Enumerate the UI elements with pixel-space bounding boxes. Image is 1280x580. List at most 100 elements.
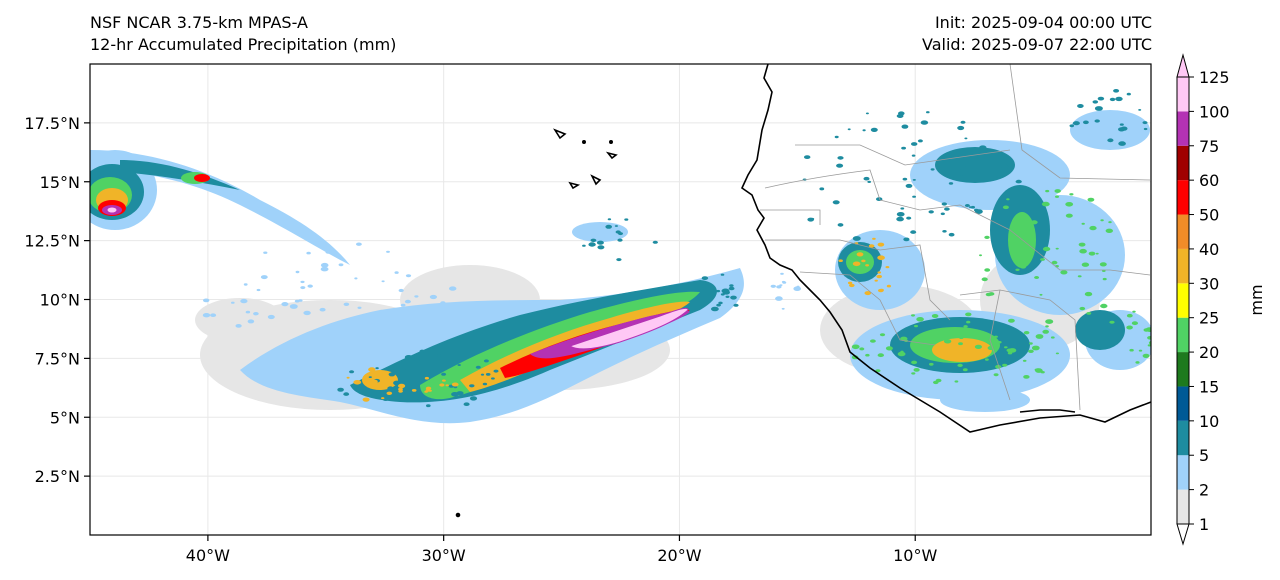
precip-speckle <box>1006 198 1010 201</box>
precip-speckle <box>874 279 878 282</box>
precip-speckle <box>1045 325 1049 328</box>
precip-speckle <box>436 354 442 357</box>
precip-speckle <box>475 365 481 369</box>
precip-speckle <box>897 351 906 357</box>
precip-speckle <box>877 271 882 274</box>
precip-speckle <box>1142 121 1148 125</box>
precip-speckle <box>469 396 478 401</box>
precip-speckle <box>1081 262 1090 267</box>
precip-speckle <box>877 242 885 247</box>
precip-speckle <box>975 209 983 215</box>
precip-speckle <box>235 324 242 328</box>
model-title: NSF NCAR 3.75-km MPAS-A <box>90 13 308 32</box>
precip-speckle <box>356 242 362 246</box>
colorbar-tick-label: 125 <box>1199 68 1230 87</box>
precip-speckle <box>1015 268 1020 271</box>
precip-speckle <box>954 380 959 383</box>
colorbar-segment <box>1177 111 1189 146</box>
precip-speckle <box>1002 363 1008 367</box>
precip-speckle <box>414 356 421 360</box>
precip-speckle <box>394 271 399 274</box>
precip-speckle <box>439 383 445 387</box>
precip-speckle <box>1008 348 1017 353</box>
precip-speckle <box>870 127 878 132</box>
precip-speckle <box>416 337 423 341</box>
precip-speckle <box>425 386 432 390</box>
coastline <box>455 64 1151 518</box>
precip-speckle <box>722 290 730 295</box>
precip-speckle <box>929 362 934 366</box>
precip-speckle <box>338 263 344 267</box>
precip-speckle <box>861 259 866 263</box>
precip-speckle <box>404 299 411 304</box>
precip-speckle <box>942 230 947 233</box>
colorbar-segment <box>1177 214 1189 249</box>
colorbar-extend-min <box>1176 523 1190 546</box>
precip-speckle <box>974 344 983 349</box>
precip-speckle <box>445 315 454 321</box>
colorbar-tick-label: 30 <box>1199 274 1219 293</box>
precip-speckle <box>1147 344 1151 347</box>
precip-speckle <box>338 347 342 351</box>
precip-speckle <box>1034 276 1040 279</box>
precip-speckle <box>852 236 861 241</box>
precip-speckle <box>392 389 399 394</box>
precip-speckle <box>916 317 924 322</box>
precip-speckle <box>959 336 964 339</box>
precip-speckle <box>1054 189 1061 193</box>
precip-speckle <box>306 251 311 255</box>
precip-speckle <box>442 379 446 382</box>
precip-speckle <box>389 325 397 330</box>
precip-speckle <box>994 335 998 338</box>
precip-speckle <box>289 304 298 309</box>
precip-speckle <box>1097 96 1105 101</box>
precip-speckle <box>877 255 885 260</box>
colorbar-tick-label: 15 <box>1199 377 1219 396</box>
precip-speckle <box>920 120 929 125</box>
lat-tick-label: 2.5°N <box>35 467 80 486</box>
precip-speckle <box>941 334 950 339</box>
precip-speckle <box>896 212 905 217</box>
colorbar-tick-label: 2 <box>1199 481 1209 500</box>
precip-speckle <box>901 146 906 150</box>
lon-tick-label: 30°W <box>422 546 466 565</box>
precip-speckle <box>965 312 972 317</box>
precip-speckle <box>256 288 261 292</box>
lat-tick-label: 12.5°N <box>24 232 80 251</box>
precip-speckle <box>960 120 966 124</box>
precip-speckle <box>445 384 449 387</box>
precip-speckle <box>624 218 629 221</box>
precip-speckle <box>1009 165 1014 168</box>
precip-speckle <box>607 218 612 221</box>
precip-speckle <box>832 200 840 205</box>
precip-speckle <box>1118 127 1125 132</box>
precip-speckle <box>295 270 300 274</box>
precip-speckle <box>959 165 967 171</box>
precip-speckle <box>245 310 251 314</box>
precip-speckle <box>849 283 855 288</box>
precip-speckle <box>247 319 255 324</box>
latitude-axis: 2.5°N 5°N 7.5°N 10°N 12.5°N 15°N 17.5°N <box>24 114 90 486</box>
precip-speckle <box>993 373 999 377</box>
precip-speckle <box>1069 193 1074 196</box>
precip-speckle <box>374 385 380 389</box>
precip-speckle <box>485 373 491 376</box>
precip-speckle <box>320 266 329 272</box>
precip-speckle <box>414 295 419 298</box>
precip-speckle <box>770 284 776 288</box>
colorbar-segment <box>1177 489 1189 524</box>
precip-speckle <box>1109 97 1116 102</box>
precip-speckle <box>417 397 423 401</box>
precip-speckle <box>1108 221 1112 224</box>
precip-speckle <box>1079 248 1087 254</box>
precip-speckle <box>796 285 800 288</box>
colorbar-segment <box>1177 145 1189 181</box>
precip-speckle <box>1119 123 1124 126</box>
precip-speckle <box>375 367 379 370</box>
precip-speckle <box>911 372 916 375</box>
precip-speckle <box>775 296 783 301</box>
precip-speckle <box>1050 336 1055 339</box>
precip-speckle <box>834 135 839 139</box>
precip-speckle <box>902 177 908 181</box>
